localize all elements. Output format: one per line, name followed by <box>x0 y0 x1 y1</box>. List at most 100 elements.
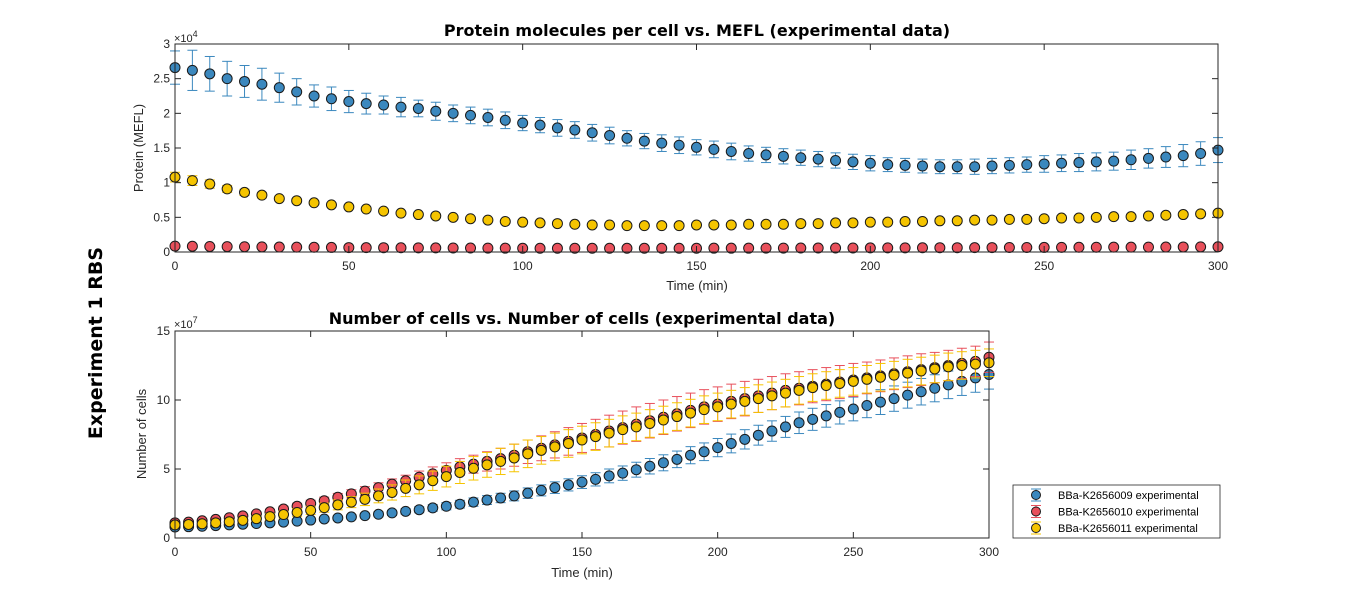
data-point <box>1003 241 1015 253</box>
data-point <box>343 96 355 108</box>
data-point <box>760 242 772 254</box>
data-point <box>1142 241 1154 253</box>
x-tick-label: 0 <box>172 259 179 273</box>
data-point <box>752 429 764 441</box>
data-point <box>447 211 459 223</box>
data-point <box>691 141 702 153</box>
data-point <box>400 505 412 517</box>
data-point <box>969 214 981 226</box>
data-point <box>657 414 669 426</box>
y-tick-label: 1.5 <box>153 141 170 155</box>
data-point <box>1073 241 1085 253</box>
data-point <box>499 215 511 227</box>
series-BBa-K2656011 <box>169 171 1224 232</box>
data-point <box>465 242 477 254</box>
data-point <box>447 107 459 119</box>
data-point <box>780 421 791 433</box>
data-point <box>1056 157 1068 169</box>
legend-item: BBa-K2656011 experimental <box>1031 521 1198 535</box>
data-point <box>378 242 390 254</box>
data-point <box>673 139 685 151</box>
data-point <box>882 216 894 228</box>
legend: BBa-K2656009 experimental BBa-K2656010 ex… <box>1012 484 1221 539</box>
data-point <box>481 459 493 471</box>
data-point <box>760 218 772 230</box>
x-tick-label: 250 <box>843 545 863 559</box>
data-point <box>305 514 317 526</box>
data-point <box>986 214 998 226</box>
data-point <box>325 241 337 253</box>
data-point <box>864 157 876 169</box>
data-point <box>712 401 724 413</box>
data-point <box>499 114 511 126</box>
data-point <box>1108 155 1120 167</box>
data-point <box>186 240 198 252</box>
data-point <box>1125 211 1137 223</box>
data-point <box>256 78 268 90</box>
y-exponent: ×104 <box>174 29 198 45</box>
data-point <box>812 153 824 165</box>
data-point <box>569 218 581 230</box>
data-point <box>847 403 859 415</box>
data-point <box>517 216 529 228</box>
data-point <box>332 499 344 511</box>
data-point <box>1021 241 1033 253</box>
data-point <box>969 242 981 254</box>
data-point <box>332 512 344 524</box>
data-point <box>708 242 720 254</box>
data-point <box>427 475 439 487</box>
data-point <box>1021 213 1033 225</box>
data-point <box>508 490 520 502</box>
legend-marker-icon <box>1031 490 1041 500</box>
data-point <box>440 500 452 512</box>
data-point <box>1073 212 1085 224</box>
data-point <box>534 217 546 229</box>
y-tick-label: 3 <box>163 37 170 51</box>
data-point <box>807 413 819 425</box>
data-point <box>1195 148 1207 160</box>
data-point <box>934 215 946 227</box>
legend-label: BBa-K2656010 experimental <box>1058 507 1199 519</box>
data-point <box>780 387 791 399</box>
data-point <box>725 145 737 157</box>
x-tick-label: 300 <box>1208 259 1228 273</box>
data-point <box>325 93 337 105</box>
data-point <box>1108 241 1120 253</box>
data-point <box>318 502 330 514</box>
cells-chart: Number of cells vs. Number of cells (exp… <box>134 309 999 580</box>
data-point <box>196 518 208 530</box>
x-axis-label: Time (min) <box>666 278 728 293</box>
data-point <box>644 460 656 472</box>
plot-area <box>169 49 1224 254</box>
data-point <box>318 513 330 525</box>
data-point <box>685 449 697 461</box>
data-point <box>343 201 355 213</box>
x-tick-label: 0 <box>172 545 179 559</box>
data-point <box>1021 159 1033 171</box>
data-point <box>969 161 981 173</box>
data-point <box>638 220 650 232</box>
data-point <box>1160 241 1172 253</box>
x-tick-label: 50 <box>342 259 356 273</box>
data-point <box>576 476 588 488</box>
protein-chart: Protein molecules per cell vs. MEFL (exp… <box>131 21 1228 293</box>
y-axis-label: Protein (MEFL) <box>131 104 146 192</box>
data-point <box>685 407 697 419</box>
data-point <box>517 117 529 129</box>
data-point <box>656 242 668 254</box>
data-point <box>777 242 789 254</box>
data-point <box>569 242 581 254</box>
data-point <box>951 215 963 227</box>
data-point <box>743 148 755 160</box>
data-point <box>427 502 439 514</box>
data-point <box>956 360 968 371</box>
data-point <box>820 410 832 422</box>
data-point <box>708 143 720 155</box>
data-point <box>708 219 720 231</box>
data-point <box>221 241 233 253</box>
data-point <box>586 127 598 139</box>
data-point <box>934 242 946 254</box>
data-point <box>204 240 216 252</box>
data-point <box>412 102 424 114</box>
data-point <box>617 424 629 436</box>
